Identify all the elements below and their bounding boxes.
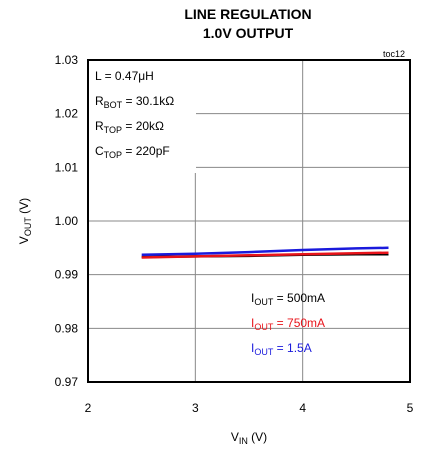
y-axis-label: VOUT (V) (17, 198, 33, 244)
y-tick-label: 1.03 (55, 53, 79, 67)
condition-text: L = 0.47μH (95, 69, 154, 83)
conditions-background (89, 61, 196, 173)
legend-entry-1: IOUT = 750mA (251, 316, 325, 332)
y-tick-label: 1.02 (55, 107, 79, 121)
plot-frame (87, 59, 411, 383)
legend-entry-2: IOUT = 1.5A (251, 341, 312, 357)
x-axis-label: VIN (V) (231, 430, 267, 446)
condition-text: RTOP = 20kΩ (95, 119, 164, 135)
legend-entry-0: IOUT = 500mA (251, 291, 325, 307)
chart-title: LINE REGULATION (184, 6, 311, 22)
condition-text: RBOT = 30.1kΩ (95, 94, 174, 110)
x-tick-label: 2 (85, 401, 92, 415)
x-tick-label: 4 (299, 401, 306, 415)
tick-labels: 2 3 4 5 0.97 0.98 0.99 1.00 1.01 1.02 1.03 (55, 53, 414, 415)
x-tick-label: 3 (192, 401, 199, 415)
series-line-2 (141, 246, 389, 257)
y-tick-label: 0.98 (55, 321, 79, 335)
legend: IOUT = 500mA IOUT = 750mA IOUT = 1.5A (251, 291, 325, 357)
series-lines (141, 246, 389, 259)
conditions-box: L = 0.47μH RBOT = 30.1kΩ RTOP = 20kΩ CTOP =… (89, 61, 196, 173)
x-tick-label: 5 (407, 401, 414, 415)
condition-text: CTOP = 220pF (95, 144, 170, 160)
figure-id: toc12 (383, 49, 405, 59)
chart-subtitle: 1.0V OUTPUT (203, 25, 294, 41)
y-tick-label: 1.00 (55, 214, 79, 228)
series-line-1 (141, 251, 389, 259)
y-tick-label: 0.99 (55, 268, 79, 282)
y-tick-label: 0.97 (55, 375, 79, 389)
y-tick-label: 1.01 (55, 160, 79, 174)
